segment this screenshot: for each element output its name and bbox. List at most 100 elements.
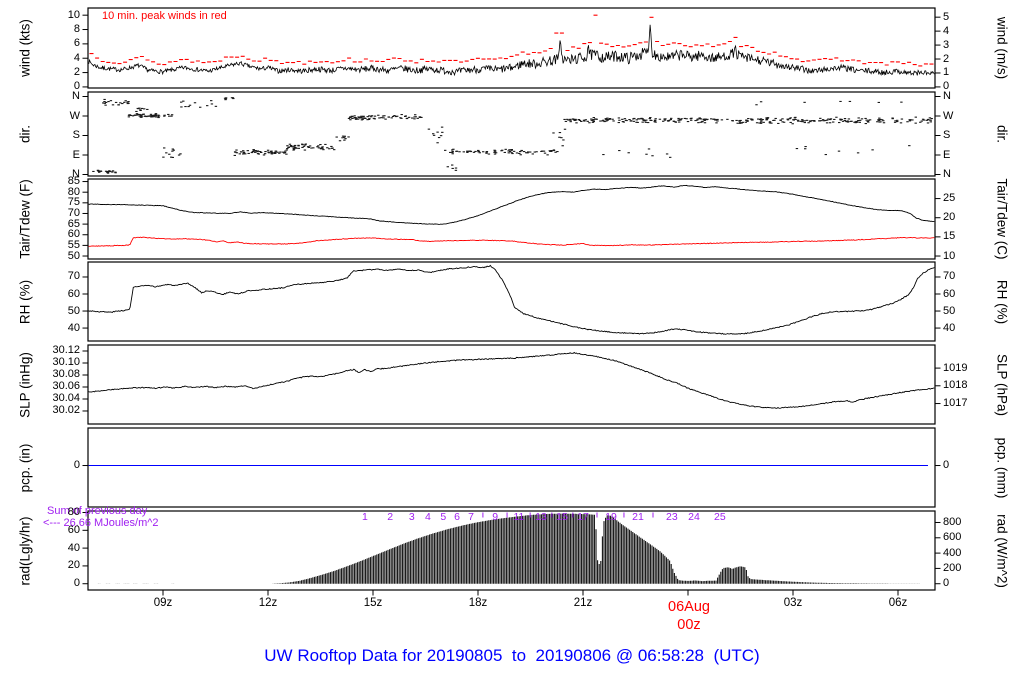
y-tick-label-right-wind: 4 xyxy=(943,24,950,37)
y-tick-label-right-rh: 60 xyxy=(943,287,956,300)
y-tick-label-right-dir: E xyxy=(943,148,951,161)
x-tick-label: 15z xyxy=(363,597,383,609)
y-tick-label-left-dir: W xyxy=(69,109,80,122)
y-tick-label-left-temp: 55 xyxy=(67,238,80,251)
rad-mj-label: 2 xyxy=(387,510,394,523)
y-tick-label-right-rh: 70 xyxy=(943,270,956,283)
y-axis-title-rh-right: RH (%) xyxy=(994,279,1010,324)
y-tick-label-right-wind: 0 xyxy=(943,80,950,93)
y-axis-title-rh-left: RH (%) xyxy=(17,279,33,324)
y-tick-label-right-dir: N xyxy=(943,168,951,180)
y-tick-label-left-rad: 40 xyxy=(67,541,80,554)
rad-mj-label: 7 xyxy=(468,510,474,523)
y-tick-label-left-rad: 0 xyxy=(73,577,80,590)
y-tick-label-left-dir: S xyxy=(72,129,80,141)
rad-mj-label: 5 xyxy=(440,510,447,523)
panel-dir-border xyxy=(87,91,936,177)
y-tick-label-left-slp: 30.12 xyxy=(52,344,80,357)
rad-mj-label: 21 xyxy=(632,510,644,523)
y-tick-label-right-slp: 1017 xyxy=(943,397,968,410)
x-tick-label: 09z xyxy=(153,597,173,609)
x-tick-label: 06z xyxy=(888,597,908,609)
rad-mj-label: 4 xyxy=(425,510,431,523)
y-tick-label-left-temp: 50 xyxy=(67,249,80,262)
rad-sum-note-line2: <--- 26.66 MJoules/m^2 xyxy=(43,517,159,529)
y-tick-label-right-wind: 1 xyxy=(943,66,950,79)
y-tick-label-right-pcp: 0 xyxy=(943,459,950,472)
y-tick-label-left-wind: 2 xyxy=(73,66,80,79)
panel-pcp-border xyxy=(87,427,936,508)
rad-mj-label: 1 xyxy=(362,510,368,523)
solar-radiation-bars xyxy=(97,513,920,584)
figure-title: UW Rooftop Data for 20190805 to 20190806… xyxy=(264,646,760,665)
y-tick-label-left-wind: 6 xyxy=(73,37,80,50)
y-tick-label-left-slp: 30.06 xyxy=(52,380,80,393)
y-tick-label-left-rad: 80 xyxy=(67,506,80,518)
rad-mj-label: 24 xyxy=(688,510,700,523)
rad-mj-label: 11 xyxy=(513,510,525,523)
y-tick-label-left-temp: 65 xyxy=(67,217,80,230)
y-tick-label-left-wind: 10 xyxy=(67,8,80,21)
y-axis-title-wind-ms: wind (m/s) xyxy=(994,16,1010,80)
y-tick-label-left-pcp: 0 xyxy=(73,459,80,472)
y-tick-label-right-slp: 1018 xyxy=(943,379,968,392)
panel-wind-border xyxy=(87,7,936,89)
y-tick-label-right-temp: 20 xyxy=(943,211,956,224)
panel-wind-series xyxy=(88,14,935,77)
rad-mj-label: 25 xyxy=(714,510,726,523)
y-tick-label-right-dir: S xyxy=(943,129,951,141)
y-tick-label-left-rad: 60 xyxy=(67,523,80,536)
y-axis-title-pcp-mm: pcp. (mm) xyxy=(994,437,1010,498)
x-axis-date-line2: 00z xyxy=(677,617,701,634)
y-tick-label-right-temp: 25 xyxy=(943,192,956,205)
y-tick-label-left-dir: N xyxy=(72,90,80,102)
y-tick-label-left-dir: E xyxy=(72,148,80,161)
panel-rh-series xyxy=(88,264,935,335)
rad-sum-note-line1: Sum of previous day xyxy=(47,505,148,517)
y-tick-label-right-wind: 5 xyxy=(943,10,950,23)
y-tick-label-right-dir: W xyxy=(943,109,954,122)
panel-rad-border xyxy=(87,510,936,591)
panel-rad-series xyxy=(97,513,920,584)
panel-temp-border xyxy=(87,178,936,260)
y-tick-label-left-dir: N xyxy=(72,168,80,180)
y-axis-title-dir-right: dir. xyxy=(994,124,1010,144)
y-tick-label-right-rad: 400 xyxy=(943,546,962,559)
x-tick-label: 12z xyxy=(258,597,278,609)
x-axis-date-label: 06Aug 00z xyxy=(646,598,732,634)
rh-line xyxy=(88,264,935,335)
y-tick-label-left-temp: 85 xyxy=(67,175,80,188)
y-tick-label-left-wind: 4 xyxy=(73,51,80,64)
panel-slp-border xyxy=(87,344,936,425)
panel-rh-border xyxy=(87,261,936,342)
y-tick-label-left-wind: 0 xyxy=(73,80,80,93)
panel-dir-series xyxy=(92,97,933,174)
y-tick-label-left-slp: 30.02 xyxy=(52,404,80,417)
rad-mj-label: 13 xyxy=(535,510,547,523)
x-tick-label: 21z xyxy=(573,597,593,609)
y-tick-label-right-slp: 1019 xyxy=(943,361,968,374)
y-axis-title-temp-c: Tair/Tdew (C) xyxy=(994,178,1010,260)
rad-mj-label: 6 xyxy=(454,510,460,523)
y-tick-label-left-temp: 60 xyxy=(67,228,80,241)
rad-mj-label: 9 xyxy=(492,510,499,523)
x-axis-date-line1: 06Aug xyxy=(668,599,710,615)
x-tick-label: 18z xyxy=(468,597,488,609)
y-tick-label-right-rad: 200 xyxy=(943,561,962,574)
x-tick-label: 03z xyxy=(783,597,803,609)
y-tick-label-left-rh: 50 xyxy=(67,304,80,317)
rad-mj-label: 15 xyxy=(556,510,568,523)
y-tick-label-right-wind: 3 xyxy=(943,38,950,51)
tair-line xyxy=(88,184,935,225)
y-tick-label-right-rad: 600 xyxy=(943,531,962,544)
y-tick-label-left-slp: 30.04 xyxy=(52,392,80,405)
y-axis-title-slp-hpa: SLP (hPa) xyxy=(994,353,1010,416)
y-tick-label-right-temp: 15 xyxy=(943,230,956,243)
rad-mj-label: 23 xyxy=(666,510,678,523)
peak-wind-note: 10 min. peak winds in red xyxy=(102,10,227,22)
rad-mj-label: 19 xyxy=(605,510,617,523)
y-tick-label-left-rh: 60 xyxy=(67,287,80,300)
panel-temp-series xyxy=(88,184,935,247)
